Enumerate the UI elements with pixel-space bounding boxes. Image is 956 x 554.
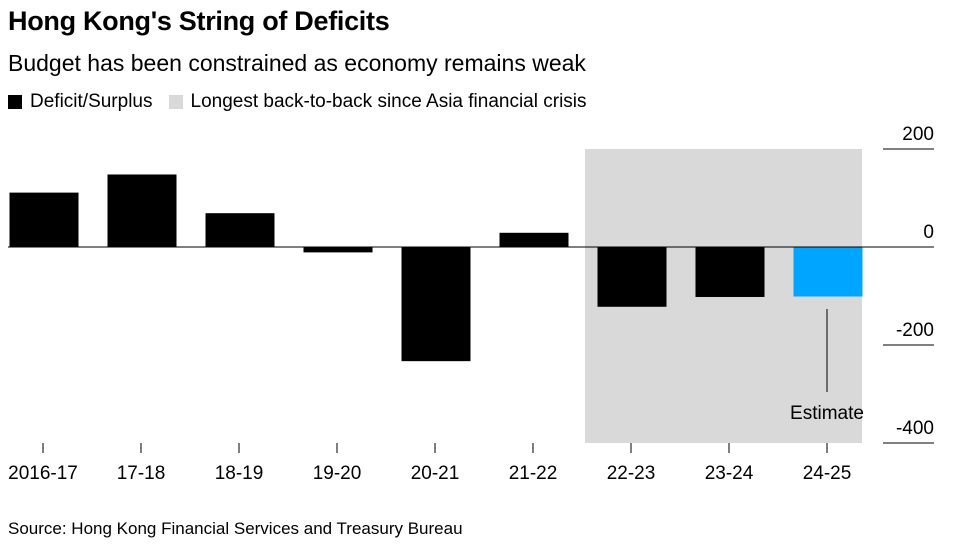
x-tick-label: 2016-17 bbox=[8, 463, 78, 484]
legend-swatch-gray bbox=[168, 95, 183, 109]
y-tick-label: -400 bbox=[896, 418, 934, 439]
y-tick-label: -200 bbox=[896, 320, 934, 341]
bar-18-19 bbox=[205, 213, 275, 247]
x-tick-label: 22-23 bbox=[607, 463, 656, 484]
x-tick-label: 24-25 bbox=[803, 463, 852, 484]
chart-title: Hong Kong's String of Deficits bbox=[8, 6, 390, 36]
x-tick-label: 17-18 bbox=[117, 463, 166, 484]
y-tick-label: 0 bbox=[923, 222, 934, 243]
bar-2016-17 bbox=[9, 192, 79, 247]
legend-label: Deficit/Surplus bbox=[30, 91, 153, 112]
legend-item-shaded-period: Longest back-to-back since Asia financia… bbox=[168, 91, 587, 113]
chart-subtitle: Budget has been constrained as economy r… bbox=[8, 50, 586, 76]
y-tick-label: 200 bbox=[902, 124, 934, 145]
bar-19-20 bbox=[303, 247, 373, 253]
bar-17-18 bbox=[107, 174, 177, 247]
legend-label: Longest back-to-back since Asia financia… bbox=[190, 91, 587, 112]
legend-item-deficit-surplus: Deficit/Surplus bbox=[8, 91, 153, 113]
bar-23-24 bbox=[695, 247, 765, 297]
x-tick-label: 20-21 bbox=[411, 463, 460, 484]
legend-swatch-black bbox=[8, 95, 22, 109]
x-tick-label: 19-20 bbox=[313, 463, 362, 484]
source-note: Source: Hong Kong Financial Services and… bbox=[8, 519, 463, 538]
bar-24-25 bbox=[793, 247, 863, 297]
bar-22-23 bbox=[597, 247, 667, 307]
x-tick-label: 21-22 bbox=[509, 463, 558, 484]
bar-20-21 bbox=[401, 247, 471, 362]
annotation-estimate: Estimate bbox=[790, 403, 864, 424]
x-tick-label: 18-19 bbox=[215, 463, 264, 484]
x-tick-label: 23-24 bbox=[705, 463, 754, 484]
legend: Deficit/Surplus Longest back-to-back sin… bbox=[8, 91, 603, 113]
bar-21-22 bbox=[499, 232, 569, 247]
